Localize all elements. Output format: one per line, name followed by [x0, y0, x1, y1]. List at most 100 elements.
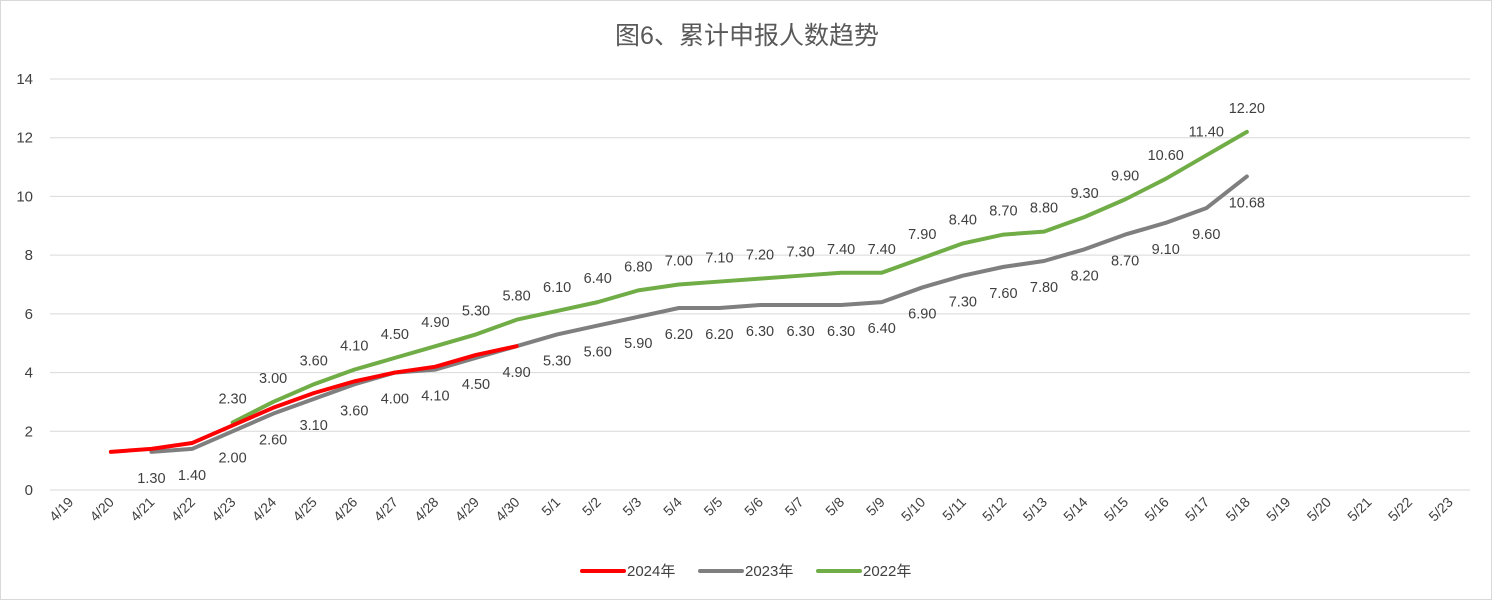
x-tick-label: 5/22 — [1385, 494, 1416, 525]
data-label: 8.80 — [1030, 201, 1058, 217]
data-label: 3.00 — [259, 371, 287, 387]
data-label: 9.30 — [1070, 186, 1098, 202]
chart-title: 图6、累计申报人数趋势 — [615, 22, 879, 50]
data-labels: 1.30 1.40 2.00 2.60 3.10 3.60 4.00 4.10 4.50 4.90… — [137, 101, 1265, 487]
x-tick-label: 5/1 — [538, 494, 563, 519]
data-label: 4.00 — [381, 392, 409, 408]
data-label: 3.60 — [300, 353, 328, 369]
y-tick-label: 2 — [25, 423, 33, 440]
x-tick-label: 5/19 — [1263, 494, 1294, 525]
data-label: 6.20 — [665, 327, 693, 343]
data-label: 7.60 — [989, 286, 1017, 302]
data-label: 3.60 — [340, 403, 368, 419]
data-label: 7.40 — [868, 242, 896, 258]
x-tick-label: 4/19 — [46, 494, 77, 525]
x-tick-label: 5/13 — [1020, 494, 1051, 525]
y-tick-label: 10 — [16, 188, 33, 205]
x-tick-label: 5/4 — [660, 494, 685, 519]
data-label: 10.60 — [1148, 148, 1184, 164]
x-tick-label: 5/5 — [700, 494, 725, 519]
data-label: 6.20 — [705, 327, 733, 343]
data-label: 6.90 — [908, 306, 936, 322]
legend: 2024年 2023年 2022年 — [580, 563, 911, 580]
x-tick-label: 4/21 — [127, 494, 158, 525]
data-label: 7.30 — [786, 245, 814, 261]
data-label: 8.70 — [989, 204, 1017, 220]
x-tick-label: 5/11 — [939, 494, 969, 524]
series-line-0 — [108, 344, 519, 454]
y-tick-label: 12 — [16, 130, 33, 147]
data-label: 6.80 — [624, 259, 652, 275]
data-label: 3.10 — [300, 418, 328, 434]
x-tick-label: 5/7 — [782, 494, 807, 519]
x-tick-label: 5/6 — [741, 494, 766, 519]
data-label: 10.68 — [1229, 195, 1265, 211]
x-tick-label: 4/20 — [86, 494, 117, 525]
data-label: 4.90 — [421, 315, 449, 331]
x-tick-label: 4/27 — [370, 494, 401, 525]
data-label: 4.10 — [421, 389, 449, 405]
data-label: 8.20 — [1070, 268, 1098, 284]
data-label: 6.40 — [584, 271, 612, 287]
x-tick-label: 4/25 — [289, 494, 320, 525]
x-tick-label: 4/24 — [249, 494, 280, 525]
data-label: 6.30 — [827, 324, 855, 340]
x-tick-label: 5/14 — [1060, 494, 1091, 525]
data-label: 5.30 — [462, 303, 490, 319]
data-label: 1.30 — [137, 471, 165, 487]
x-tick-label: 4/23 — [208, 494, 239, 525]
y-tick-label: 6 — [25, 306, 33, 323]
data-label: 5.30 — [543, 353, 571, 369]
data-label: 5.90 — [624, 336, 652, 352]
x-tick-label: 5/16 — [1141, 494, 1172, 525]
x-tick-label: 4/30 — [492, 494, 523, 525]
data-label: 2.00 — [218, 450, 246, 466]
data-label: 7.00 — [665, 254, 693, 270]
x-tick-label: 5/9 — [863, 494, 888, 519]
data-label: 5.60 — [584, 345, 612, 361]
x-tick-label: 4/26 — [330, 494, 361, 525]
data-label: 7.90 — [908, 227, 936, 243]
data-label: 9.10 — [1152, 242, 1180, 258]
data-label: 4.50 — [462, 377, 490, 393]
legend-label: 2023年 — [745, 563, 793, 580]
gridlines — [50, 78, 1470, 491]
data-label: 7.30 — [949, 295, 977, 311]
series-lines — [108, 129, 1249, 454]
data-label: 11.40 — [1189, 124, 1224, 140]
data-label: 2.30 — [218, 391, 246, 407]
data-label: 6.10 — [543, 280, 571, 296]
series-line-2 — [230, 129, 1249, 425]
data-label: 2.60 — [259, 433, 287, 449]
x-tick-label: 5/20 — [1304, 494, 1335, 525]
legend-label: 2022年 — [863, 563, 911, 580]
data-label: 9.90 — [1111, 168, 1139, 184]
y-tick-label: 8 — [25, 247, 33, 264]
data-label: 7.40 — [827, 242, 855, 258]
x-tick-label: 5/17 — [1182, 494, 1213, 525]
data-label: 12.20 — [1229, 101, 1265, 117]
data-label: 7.20 — [746, 248, 774, 264]
data-label: 6.30 — [786, 324, 814, 340]
x-tick-label: 5/2 — [579, 494, 604, 519]
y-tick-label: 0 — [25, 482, 33, 499]
y-tick-label: 14 — [16, 71, 33, 88]
x-tick-label: 4/22 — [168, 494, 199, 525]
data-label: 4.90 — [502, 365, 530, 381]
data-label: 6.40 — [868, 321, 896, 337]
x-tick-label: 5/21 — [1344, 494, 1375, 525]
data-label: 8.70 — [1111, 254, 1139, 270]
data-label: 7.10 — [705, 251, 733, 267]
data-label: 4.10 — [340, 339, 368, 355]
data-label: 8.40 — [949, 212, 977, 228]
data-label: 6.30 — [746, 324, 774, 340]
data-label: 5.80 — [502, 289, 530, 305]
x-tick-label: 5/23 — [1425, 494, 1456, 525]
x-tick-label: 4/28 — [411, 494, 442, 525]
y-tick-label: 4 — [25, 365, 33, 382]
x-tick-label: 4/29 — [452, 494, 483, 525]
x-tick-label: 5/10 — [898, 494, 929, 525]
x-axis: 4/19 4/20 4/21 4/22 4/23 4/24 4/25 4/26 4/27 4/28… — [46, 494, 1456, 525]
